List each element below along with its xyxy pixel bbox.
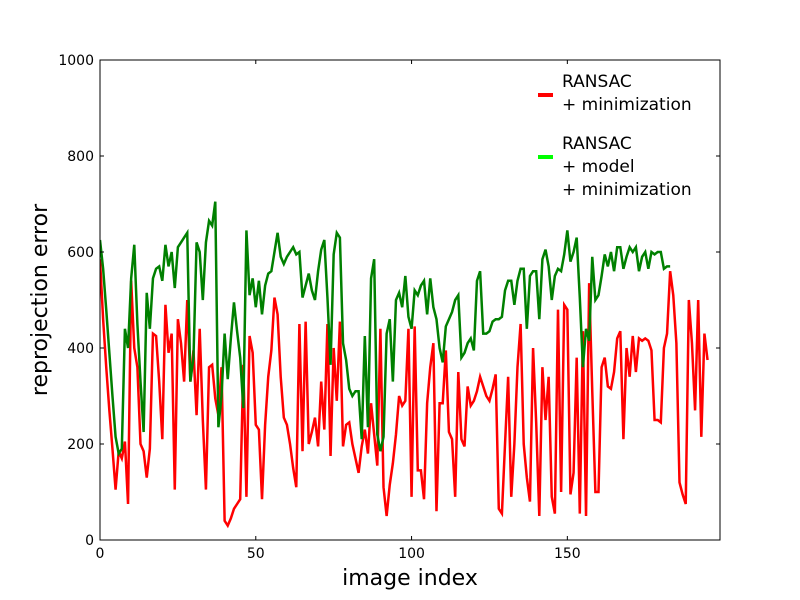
x-tick-label: 100 xyxy=(398,546,425,562)
y-tick-label: 200 xyxy=(67,437,94,453)
x-axis-label: image index xyxy=(342,566,478,591)
y-tick-label: 0 xyxy=(85,533,94,549)
series-layer xyxy=(100,201,709,529)
y-axis-label: reprojection error xyxy=(28,203,53,396)
x-tick-label: 50 xyxy=(247,546,265,562)
y-tick-label: 1000 xyxy=(58,53,94,69)
ticks-layer: 0 50 100 150 0 200 400 600 800 1000 xyxy=(58,53,720,562)
series-line-1 xyxy=(100,201,671,457)
y-tick-label: 600 xyxy=(67,245,94,261)
legend-label-0: + minimization xyxy=(562,95,692,115)
legend-label-1: RANSAC xyxy=(562,134,632,154)
legend-label-1: + minimization xyxy=(562,180,692,200)
legend-label-0: RANSAC xyxy=(562,72,632,92)
legend-label-1: + model xyxy=(562,157,635,177)
series-line-0 xyxy=(100,259,709,529)
plot-frame xyxy=(99,59,721,541)
legend: RANSAC + minimization RANSAC + model + minim… xyxy=(538,72,692,200)
y-tick-label: 400 xyxy=(67,341,94,357)
x-tick-label: 150 xyxy=(554,546,581,562)
x-tick-label: 0 xyxy=(96,546,105,562)
y-tick-label: 800 xyxy=(67,149,94,165)
